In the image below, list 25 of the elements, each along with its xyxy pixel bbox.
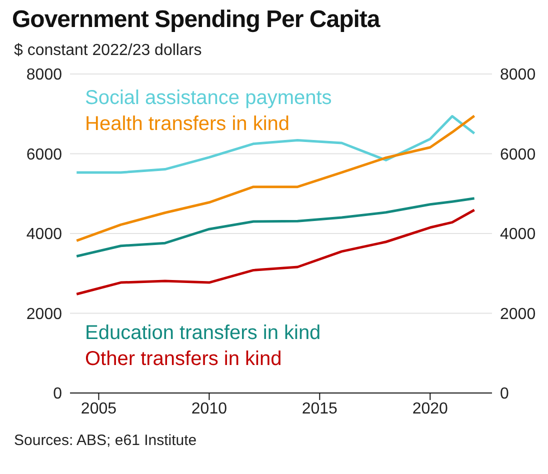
y-tick-label: 4000 [26, 226, 62, 244]
x-tick-label: 2020 [412, 400, 448, 418]
text: Education transfers in kind [85, 321, 321, 346]
line-series [75, 208, 476, 296]
y-tick-label: 0 [53, 386, 62, 403]
chart-title: Government Spending Per Capita [11, 5, 382, 34]
x-tick-label: 2005 [80, 400, 117, 418]
text: Other transfers in kind [85, 347, 283, 372]
y2-tick-label: 4000 [500, 226, 536, 244]
y2-tick-label: 2000 [500, 306, 536, 323]
y2-tick-label: 6000 [500, 146, 536, 164]
series-label: Social assistance payments [85, 86, 332, 111]
y2-tick-label: 0 [500, 386, 509, 403]
y-tick-label: 6000 [26, 146, 62, 164]
line-series [75, 197, 476, 258]
y-tick-label: 8000 [26, 66, 62, 84]
x-tick-label: 2015 [302, 400, 338, 418]
y-tick-label: 2000 [26, 306, 62, 323]
x-tick-label: 2010 [191, 400, 228, 418]
line-series [75, 114, 476, 242]
y2-tick-label: 8000 [500, 66, 536, 84]
line-series [75, 115, 476, 174]
source-note: Sources: ABS; e61 Institute [13, 431, 198, 449]
text: Health transfers in kind [85, 112, 291, 137]
chart-subtitle: $ constant 2022/23 dollars [13, 41, 203, 60]
